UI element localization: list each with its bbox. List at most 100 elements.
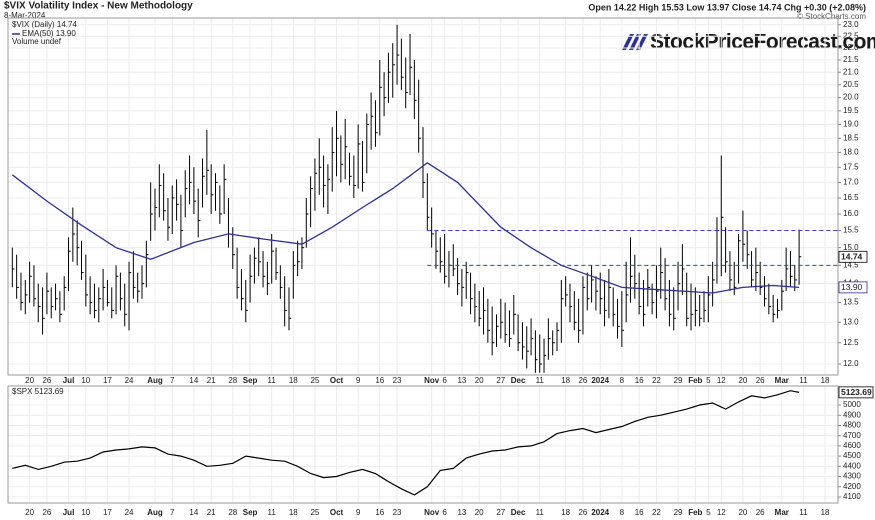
y-tick-label: 17.0 xyxy=(843,177,859,186)
x-tick-label: 20 xyxy=(25,376,34,385)
y-tick-label: 14.5 xyxy=(843,260,859,269)
x-tick-label: 20 xyxy=(475,508,484,517)
x-tick-label: 24 xyxy=(125,508,134,517)
x-tick-label: 20 xyxy=(738,508,747,517)
price-label: 13.90 xyxy=(841,282,863,292)
x-tick-label: 18 xyxy=(561,376,570,385)
x-tick-label: 14 xyxy=(189,376,198,385)
x-tick-label: Feb xyxy=(688,376,702,385)
y-tick-label: 21.5 xyxy=(843,55,859,64)
y-tick-label: 12.5 xyxy=(843,338,859,347)
x-tick-label: 9 xyxy=(356,508,361,517)
y-tick-label: 4700 xyxy=(843,431,861,440)
x-tick-label: Nov xyxy=(424,376,440,385)
x-tick-label: Mar xyxy=(775,376,789,385)
logo-text: StockPriceForecast.com xyxy=(650,31,875,54)
legend-volume: Volume undef xyxy=(12,37,62,46)
x-tick-label: 17 xyxy=(103,508,112,517)
spx-panel xyxy=(7,385,839,504)
y-tick-label: 16.5 xyxy=(843,193,859,202)
x-tick-label: 18 xyxy=(821,508,830,517)
x-tick-label: 8 xyxy=(620,508,625,517)
legend-spx: $SPX 5123.69 xyxy=(12,387,64,396)
price-label: 5123.69 xyxy=(841,387,872,397)
price-panel xyxy=(7,17,839,376)
y-tick-label: 21.0 xyxy=(843,67,859,76)
x-tick-label: 11 xyxy=(536,508,545,517)
y-tick-label: 19.5 xyxy=(843,106,859,115)
x-tick-label: 10 xyxy=(81,508,90,517)
x-tick-label: 6 xyxy=(442,508,447,517)
x-tick-label: 20 xyxy=(475,376,484,385)
x-tick-label: 5 xyxy=(706,508,711,517)
x-tick-label: 12 xyxy=(717,508,726,517)
x-tick-label: 11 xyxy=(799,508,808,517)
x-tick-label: Sep xyxy=(243,508,258,517)
x-tick-label: Oct xyxy=(330,376,344,385)
x-tick-label: 26 xyxy=(578,508,587,517)
x-tick-label: 23 xyxy=(393,508,402,517)
y-tick-label: 4300 xyxy=(843,472,861,481)
legend-vix: $VIX (Daily) 14.74 xyxy=(12,20,77,29)
y-tick-label: 13.0 xyxy=(843,317,859,326)
y-tick-label: 20.0 xyxy=(843,93,859,102)
y-tick-label: 19.0 xyxy=(843,119,859,128)
chart-title: $VIX Volatility Index - New Methodology xyxy=(4,1,193,12)
ema-line xyxy=(11,162,800,294)
x-tick-label: 11 xyxy=(536,376,545,385)
x-tick-label: 18 xyxy=(289,508,298,517)
y-tick-label: 12.0 xyxy=(843,359,859,368)
x-tick-label: 25 xyxy=(310,508,319,517)
x-tick-label: 26 xyxy=(578,376,587,385)
x-tick-label: 24 xyxy=(125,376,134,385)
price-label: 14.74 xyxy=(841,252,863,262)
y-tick-label: 22.0 xyxy=(843,43,859,52)
price-box xyxy=(838,281,868,294)
x-tick-label: 29 xyxy=(674,508,683,517)
x-tick-label: Oct xyxy=(330,508,344,517)
x-tick-label: 20 xyxy=(738,376,747,385)
x-tick-label: 18 xyxy=(821,376,830,385)
x-tick-label: 16 xyxy=(635,508,644,517)
x-tick-label: 11 xyxy=(799,376,808,385)
logo: StockPriceForecast.com xyxy=(622,31,875,54)
x-tick-label: 28 xyxy=(228,508,237,517)
y-tick-label: 4900 xyxy=(843,410,861,419)
x-tick-label: 16 xyxy=(635,376,644,385)
quote: Open 14.22 High 15.53 Low 13.97 Close 14… xyxy=(588,2,866,12)
x-tick-label: Nov xyxy=(424,508,440,517)
x-tick-label: 16 xyxy=(375,508,384,517)
x-tick-label: 2024 xyxy=(591,376,609,385)
x-tick-label: 17 xyxy=(103,376,112,385)
x-tick-label: 7 xyxy=(170,508,175,517)
logo-icon xyxy=(622,34,648,50)
y-tick-label: 17.5 xyxy=(843,162,859,171)
legend-ema: EMA(50) 13.90 xyxy=(22,29,76,38)
y-tick-label: 4400 xyxy=(843,461,861,470)
x-tick-label: 18 xyxy=(561,508,570,517)
y-tick-label: 5000 xyxy=(843,400,861,409)
x-tick-label: 11 xyxy=(268,376,277,385)
x-tick-label: 14 xyxy=(189,508,198,517)
price-box xyxy=(838,250,868,263)
x-tick-label: 13 xyxy=(457,508,466,517)
y-tick-label: 23.0 xyxy=(843,20,859,29)
x-tick-label: 2024 xyxy=(591,508,609,517)
x-tick-label: Sep xyxy=(243,376,258,385)
x-tick-label: 23 xyxy=(393,376,402,385)
x-tick-label: Jul xyxy=(63,508,75,517)
x-tick-label: Mar xyxy=(775,508,789,517)
x-tick-label: 26 xyxy=(42,508,51,517)
x-tick-label: 27 xyxy=(496,508,505,517)
y-tick-label: 20.5 xyxy=(843,80,859,89)
y-tick-label: 22.5 xyxy=(843,31,859,40)
x-tick-label: Dec xyxy=(511,376,526,385)
x-tick-label: 8 xyxy=(620,376,625,385)
credit: © StockCharts.com xyxy=(797,12,866,21)
x-tick-label: 26 xyxy=(756,508,765,517)
x-tick-label: 13 xyxy=(457,376,466,385)
x-tick-label: 21 xyxy=(207,508,216,517)
y-tick-label: 18.5 xyxy=(843,133,859,142)
x-tick-label: 20 xyxy=(25,508,34,517)
